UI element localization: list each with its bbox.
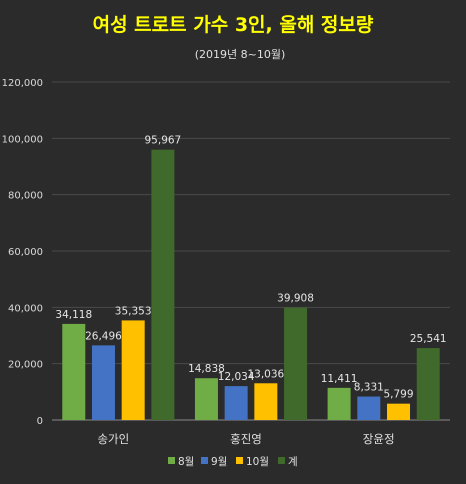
bar-2-2 (224, 386, 248, 420)
data-label: 34,118 (55, 309, 92, 321)
y-tick-label: 120,000 (2, 78, 43, 89)
legend: 8월 9월 10월 계 (168, 456, 298, 468)
data-label: 8,331 (354, 382, 384, 394)
data-label: 12,034 (218, 371, 255, 383)
y-tick-label: 80,000 (8, 191, 43, 202)
y-tick-label: 40,000 (8, 303, 43, 314)
legend-label: 10월 (246, 456, 269, 468)
y-axis-ticks: 0 20,000 40,000 60,000 80,000 100,000 120,000 (2, 78, 43, 427)
gridlines (52, 81, 450, 421)
legend-swatch (236, 457, 243, 464)
data-label: 11,411 (321, 373, 358, 385)
y-tick-label: 0 (37, 416, 43, 427)
data-label: 13,036 (247, 368, 284, 380)
bar-2-3 (254, 383, 278, 420)
chart-title: 여성 트로트 가수 3인, 올해 정보량 (93, 14, 374, 36)
legend-swatch (168, 457, 175, 464)
bar-2-1 (194, 378, 218, 420)
x-tick-label: 장윤정 (363, 432, 395, 446)
legend-swatch (201, 457, 208, 464)
data-label: 95,967 (145, 135, 182, 147)
bar-3-4 (416, 348, 440, 420)
legend-label: 9월 (211, 456, 227, 468)
data-label: 39,908 (277, 293, 314, 305)
bar-3-2 (357, 396, 381, 420)
legend-swatch (278, 457, 285, 464)
data-label: 26,496 (85, 330, 122, 342)
bar-1-2 (91, 345, 115, 420)
bar-1-3 (121, 320, 145, 420)
bar-2-4 (284, 307, 308, 420)
bar-1-1 (62, 323, 86, 420)
bars (62, 149, 440, 421)
chart-subtitle: (2019년 8~10월) (195, 48, 286, 61)
x-axis-ticks: 송가인 홍진영 장윤정 (97, 432, 394, 446)
y-tick-label: 20,000 (8, 360, 43, 371)
x-tick-label: 홍진영 (230, 432, 262, 446)
y-tick-label: 60,000 (8, 247, 43, 258)
data-labels: 34,118 26,496 35,353 95,967 14,83812,03413,0… (55, 135, 446, 401)
data-label: 25,541 (410, 333, 447, 345)
legend-label: 8월 (178, 456, 194, 468)
legend-label: 계 (288, 456, 298, 468)
data-label: 5,799 (383, 389, 413, 401)
bar-1-4 (151, 149, 175, 421)
data-label: 35,353 (115, 305, 152, 317)
y-tick-label: 100,000 (2, 134, 43, 145)
x-tick-label: 송가인 (97, 432, 129, 446)
data-label: 14,838 (188, 363, 225, 375)
bar-3-1 (327, 387, 351, 420)
bar-3-3 (387, 403, 411, 420)
